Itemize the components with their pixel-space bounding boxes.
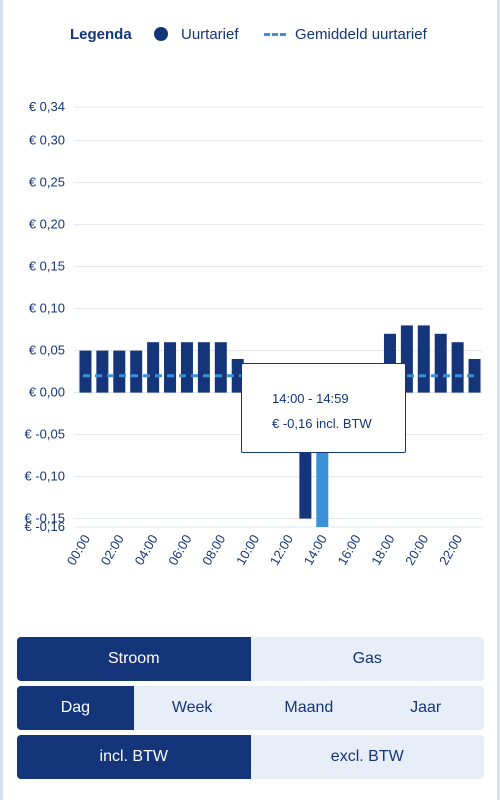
x-tick-label: 04:00 [131,532,160,568]
energy-toggle: Stroom Gas [17,637,484,681]
bar-0400 [147,342,160,393]
bar-2300 [468,359,481,393]
x-tick-label: 14:00 [301,532,330,568]
bar-0600 [180,342,193,393]
y-tick-label: € 0,15 [29,259,65,274]
x-tick-label: 20:00 [402,532,431,568]
y-tick-label: € 0,34 [29,99,65,114]
tooltip-value: € -0,16 incl. BTW [272,416,372,431]
bar-0900 [231,359,244,393]
bar-0300 [130,350,143,393]
bar-0800 [214,342,227,393]
x-tick-label: 18:00 [368,532,397,568]
legend-title: Legenda [70,26,132,43]
y-axis-labels: € 0,34 € 0,30 € 0,25 € 0,20 € 0,15 € 0,10 € 0,… [25,99,65,534]
bar-0500 [164,342,177,393]
incl-btw-button[interactable]: incl. BTW [17,735,251,779]
x-tick-label: 10:00 [233,532,262,568]
week-button[interactable]: Week [133,686,251,730]
bar-2200 [451,342,464,393]
legend-average-swatch [264,33,286,36]
gas-button[interactable]: Gas [250,637,484,681]
dag-button[interactable]: Dag [17,686,134,730]
tooltip-time: 14:00 - 14:59 [272,391,349,406]
y-tick-label: € -0,15 [25,511,65,526]
tooltip: 14:00 - 14:59 € -0,16 incl. BTW [241,363,406,453]
maand-button[interactable]: Maand [250,686,368,730]
bar-0100 [96,350,109,393]
x-tick-label: 06:00 [165,532,194,568]
price-chart: € 0,34 € 0,30 € 0,25 € 0,20 € 0,15 € 0,10 € 0,… [25,99,483,568]
x-axis-labels: 00:00 02:00 04:00 06:00 08:00 10:00 12:00 14:00… [64,532,465,568]
jaar-button[interactable]: Jaar [367,686,484,730]
bar-0700 [197,342,210,393]
grid-lines [74,106,483,528]
frame-left [0,0,3,800]
y-tick-label: € 0,25 [29,175,65,190]
y-tick-label: € -0,05 [25,427,65,442]
excl-btw-button[interactable]: excl. BTW [250,735,484,779]
y-tick-label: € -0,10 [25,469,65,484]
bar-2000 [417,325,430,393]
bar-0200 [113,350,126,393]
y-tick-label: € 0,20 [29,217,65,232]
y-tick-label: € 0,05 [29,343,65,358]
bar-0000 [79,350,92,393]
x-tick-label: 08:00 [199,532,228,568]
y-tick-label: € 0,00 [29,385,65,400]
y-tick-label: € 0,30 [29,133,65,148]
y-tick-label: € 0,10 [29,301,65,316]
period-toggle: Dag Week Maand Jaar [17,686,484,730]
x-tick-label: 00:00 [64,532,93,568]
x-tick-label: 12:00 [267,532,296,568]
stroom-button[interactable]: Stroom [17,637,251,681]
frame-right [497,0,500,800]
bar-2100 [434,333,447,393]
y-tick-label: € -0,16 [25,519,65,534]
legend: Legenda Uurtarief Gemiddeld uurtarief [0,22,500,48]
x-tick-label: 22:00 [436,532,465,568]
x-tick-label: 02:00 [98,532,127,568]
legend-item-uurtarief: Uurtarief [181,26,239,43]
tax-toggle: incl. BTW excl. BTW [17,735,484,779]
x-tick-label: 16:00 [334,532,363,568]
legend-item-gemiddeld: Gemiddeld uurtarief [295,26,427,43]
legend-bar-swatch [154,27,168,41]
